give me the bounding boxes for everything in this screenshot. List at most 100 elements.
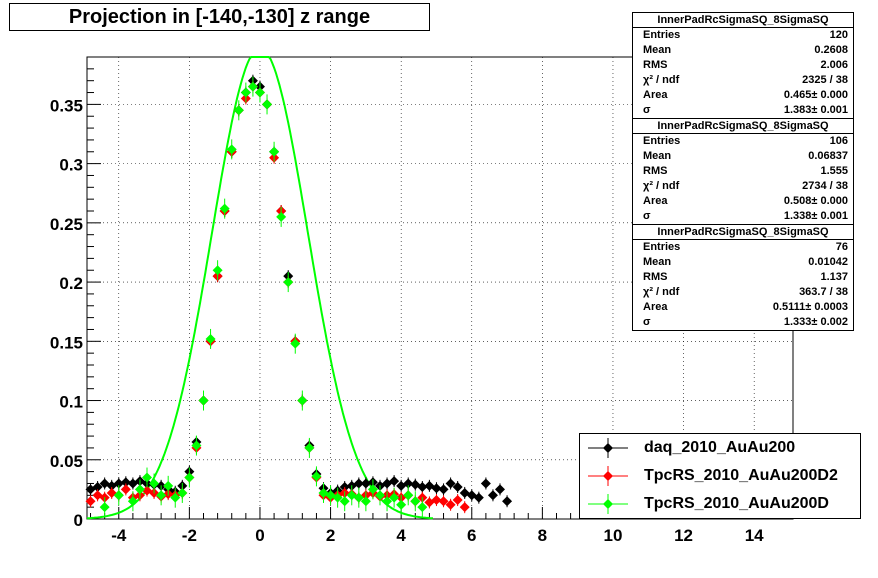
stats-label: RMS [643, 59, 668, 71]
data-point [205, 333, 216, 344]
data-point [459, 502, 470, 513]
stats-value: 76 [835, 241, 848, 253]
data-point [212, 265, 223, 276]
stats-value: 1.555 [820, 165, 848, 177]
data-point [254, 87, 265, 98]
x-tick-label: -4 [111, 526, 127, 545]
stats-label: χ² / ndf [643, 74, 680, 86]
stats-value: 1.137 [820, 271, 848, 283]
data-point [120, 477, 131, 488]
data-point [219, 203, 230, 214]
stats-value: 0.5111± 0.0003 [772, 301, 848, 313]
data-point [417, 482, 428, 493]
legend-label: TpcRS_2010_AuAu200D2 [644, 467, 838, 484]
stats-value: 1.338± 0.001 [783, 210, 848, 222]
stats-label: Entries [643, 135, 681, 147]
stats-value: 2734 / 38 [802, 180, 848, 192]
data-point [452, 495, 463, 506]
data-point [452, 482, 463, 493]
x-tick-label: 8 [538, 526, 547, 545]
y-tick-label: 0.35 [50, 96, 83, 115]
data-point [226, 144, 237, 155]
legend-item: daq_2010_AuAu200 [580, 434, 860, 462]
legend-label: TpcRS_2010_AuAu200D [644, 495, 829, 512]
data-point [495, 484, 506, 495]
legend-marker-icon [588, 494, 628, 514]
stats-label: Mean [643, 150, 672, 162]
data-point [184, 472, 195, 483]
data-point [480, 478, 491, 489]
data-point [198, 395, 209, 406]
data-point [403, 478, 414, 489]
legend-item: TpcRS_2010_AuAu200D2 [580, 462, 860, 490]
stats-value: 2325 / 38 [802, 74, 848, 86]
data-point [113, 490, 124, 501]
stats-value: 1.383± 0.001 [783, 104, 848, 116]
data-point [240, 87, 251, 98]
data-point [120, 484, 131, 495]
x-tick-label: 10 [604, 526, 623, 545]
stats-header: InnerPadRcSigmaSQ_8SigmaSQ [633, 119, 853, 134]
data-point [445, 478, 456, 489]
data-point [438, 484, 449, 495]
data-point [149, 478, 160, 489]
y-tick-label: 0.05 [50, 452, 83, 471]
data-point [403, 490, 414, 501]
stats-label: Entries [643, 29, 681, 41]
stats-label: Entries [643, 241, 681, 253]
stats-value: 0.2608 [814, 44, 848, 56]
data-point [142, 472, 153, 483]
data-point [353, 478, 364, 489]
data-point [445, 499, 456, 510]
data-point [311, 471, 322, 482]
stats-value: 0.01042 [808, 256, 848, 268]
data-point [396, 499, 407, 510]
data-point [374, 490, 385, 501]
data-point [92, 482, 103, 493]
y-tick-label: 0.15 [50, 333, 83, 352]
data-point [269, 146, 280, 157]
data-point [262, 99, 273, 110]
stats-box-2: InnerPadRcSigmaSQ_8SigmaSQ Entries 106 Me… [632, 118, 854, 225]
stats-value: 120 [829, 29, 848, 41]
data-point [431, 483, 442, 494]
stats-value: 0.465± 0.000 [783, 89, 848, 101]
stats-value: 363.7 / 38 [799, 286, 848, 298]
data-point [487, 490, 498, 501]
legend-marker-icon [588, 466, 628, 486]
legend-item: TpcRS_2010_AuAu200D [580, 490, 860, 518]
data-point [177, 487, 188, 498]
data-point [85, 496, 96, 507]
legend-marker-icon [588, 438, 628, 458]
x-tick-label: 6 [467, 526, 476, 545]
x-tick-label: -2 [182, 526, 197, 545]
stats-value: 0.06837 [808, 150, 848, 162]
stats-label: Area [643, 89, 668, 101]
data-point [360, 496, 371, 507]
data-point [367, 484, 378, 495]
data-point [502, 496, 513, 507]
data-point [276, 211, 287, 222]
stats-label: RMS [643, 165, 668, 177]
data-point [473, 492, 484, 503]
plot-title: Projection in [-140,-130] z range [9, 3, 430, 31]
stats-value: 2.006 [820, 59, 848, 71]
data-point [353, 492, 364, 503]
data-point [127, 496, 138, 507]
x-tick-label: 14 [745, 526, 764, 545]
stats-label: Area [643, 195, 668, 207]
x-tick-label: 4 [396, 526, 406, 545]
data-point [283, 277, 294, 288]
y-tick-label: 0.3 [59, 156, 83, 175]
y-tick-label: 0 [74, 511, 83, 530]
data-point [170, 492, 181, 503]
x-tick-label: 2 [326, 526, 335, 545]
data-point [156, 490, 167, 501]
y-tick-label: 0.2 [59, 274, 83, 293]
stats-label: Mean [643, 44, 672, 56]
data-point [438, 496, 449, 507]
data-point [431, 495, 442, 506]
stats-label: Area [643, 301, 668, 313]
data-point [233, 105, 244, 116]
stats-label: Mean [643, 256, 672, 268]
